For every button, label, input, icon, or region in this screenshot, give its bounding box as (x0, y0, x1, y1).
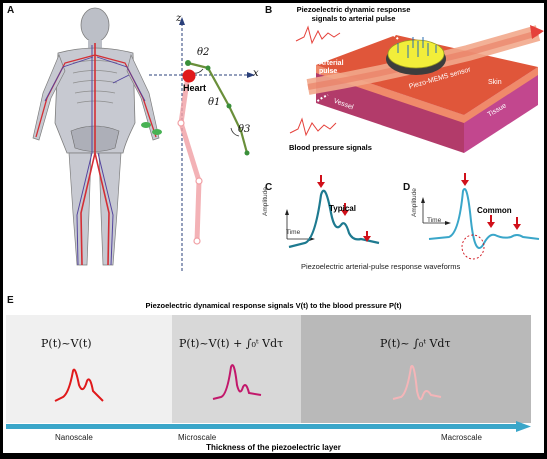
tissue-front (316, 65, 464, 153)
panel-c-plot (285, 175, 380, 249)
common-waveform (428, 188, 540, 249)
tissue-side (464, 67, 538, 153)
panel-b-label: B (265, 5, 273, 16)
panel-b-caption: Piezoelectric dynamic response signals t… (296, 5, 411, 23)
formula-microscale: P(t)~V(t) + ∫₀ᵗ Vdτ (179, 337, 284, 350)
arterial-pulse-label: Arterial pulse (319, 60, 344, 75)
undershoot-highlight (461, 234, 485, 260)
bp-signal-wave (289, 117, 337, 137)
panel-c-xlabel: Time (286, 229, 301, 236)
theta1-label: θ1 (208, 97, 221, 108)
thickness-axis-label: Thickness of the piezoelectric layer (206, 443, 341, 452)
macroscale-label: Macroscale (441, 433, 482, 442)
panel-a-label: A (7, 5, 15, 16)
figure: A (3, 3, 544, 453)
nanoscale-wave (54, 368, 104, 402)
peak-arrows (317, 175, 371, 242)
panel-d-ylabel: Amplitude (411, 188, 418, 217)
x-axis-label: x (253, 68, 259, 79)
panel-d-label: D (403, 182, 411, 193)
panel-c-label: C (265, 182, 273, 193)
panel-d-title: Common (477, 206, 512, 215)
macroscale-wave (392, 365, 442, 401)
microscale-section (172, 315, 301, 423)
bp-signals-label: Blood pressure signals (289, 143, 372, 152)
panel-c-title: Typical (329, 204, 356, 213)
formula-macroscale: P(t)~ ∫₀ᵗ Vdτ (380, 337, 451, 350)
arm-ghost (178, 72, 202, 244)
peak-arrows (461, 173, 521, 230)
theta3-label: θ3 (238, 124, 251, 135)
response-signal-wave (295, 25, 341, 45)
z-axis-label: z (176, 13, 182, 24)
panel-e-title: Piezoelectric dynamical response signals… (145, 301, 402, 310)
typical-waveform (288, 189, 380, 249)
arm-model (187, 61, 249, 154)
panel-c-ylabel: Amplitude (262, 187, 269, 216)
panel-d-xlabel: Time (427, 217, 442, 224)
piezo-mems-sensor (387, 39, 445, 69)
thickness-axis (6, 421, 531, 432)
macroscale-section (301, 315, 531, 423)
formula-nanoscale: P(t)~V(t) (41, 337, 92, 350)
heart-icon (182, 69, 196, 83)
skin-label: Skin (488, 79, 502, 86)
panel-b-illustration (289, 22, 544, 153)
cd-caption: Piezoelectric arterial-pulse response wa… (301, 262, 461, 271)
panel-e-label: E (7, 295, 14, 306)
panel-e-waves (54, 364, 442, 402)
nanoscale-section (6, 315, 172, 423)
microscale-label: Microscale (178, 433, 217, 442)
nanoscale-label: Nanoscale (55, 433, 93, 442)
panel-a-illustration (32, 7, 255, 271)
theta2-label: θ2 (197, 47, 210, 58)
panel-d-plot (421, 173, 540, 260)
heart-label: Heart (183, 83, 207, 93)
microscale-wave (212, 364, 262, 400)
human-body-figure (32, 7, 162, 266)
